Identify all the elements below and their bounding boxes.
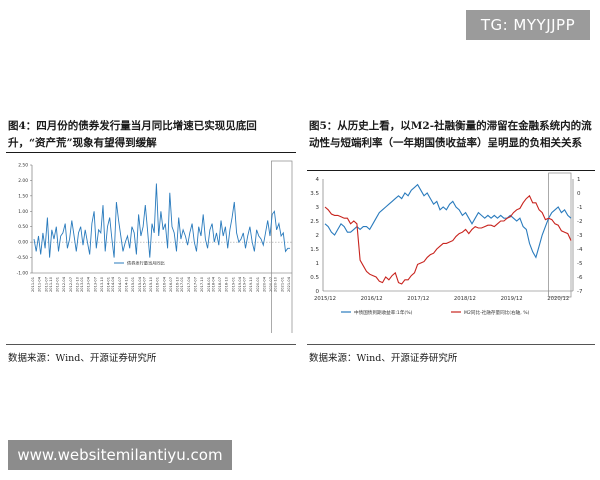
x-tick-label: 2020-01	[256, 277, 260, 292]
y-tick-label: 2.50	[18, 163, 28, 169]
x-tick-label: 2014-10	[124, 276, 128, 292]
x-tick-label: 2018-04	[211, 276, 215, 292]
series-line-bond-issuance	[33, 183, 290, 258]
figure-4-svg: 2.502.001.501.000.500.00-0.50-1.002011-0…	[17, 160, 293, 336]
figure-5-source: 数据来源：Wind、开源证券研究所	[309, 353, 458, 364]
legend-label: 债券发行量当月同比	[127, 260, 165, 267]
right-y-tick-label: -2	[577, 219, 582, 225]
left-y-tick-label: 4	[316, 177, 320, 183]
x-tick-label: 2018-01	[207, 277, 211, 292]
x-tick-label: 2017-07	[194, 277, 198, 292]
series-line-m2-minus-tsf	[324, 194, 572, 285]
left-y-tick-label: 3	[316, 205, 320, 211]
y-tick-label: 1.00	[18, 209, 28, 215]
x-tick-label: 2011-04	[38, 276, 42, 292]
right-y-tick-label: 1	[577, 177, 581, 183]
x-tick-label: 2017-10	[200, 276, 204, 292]
figure-4-top-rule	[6, 152, 296, 153]
highlight-box	[271, 160, 293, 336]
x-tick-label: 2018-07	[218, 277, 222, 292]
x-tick-label: 2011-01	[31, 277, 35, 292]
x-tick-label: 2020-10	[274, 276, 278, 292]
x-tick-label: 2021-04	[287, 276, 291, 292]
left-y-tick-label: 0.5	[310, 275, 319, 281]
x-tick-label: 2017/12	[407, 296, 429, 302]
x-tick-label: 2013-01	[80, 277, 84, 292]
x-tick-label: 2017-01	[180, 277, 184, 292]
x-tick-label: 2019/12	[501, 296, 523, 302]
x-tick-label: 2015-10	[149, 276, 153, 292]
y-tick-label: -1.00	[17, 271, 29, 277]
x-tick-label: 2012-10	[76, 276, 80, 292]
x-tick-label: 2015-01	[131, 277, 135, 292]
right-y-tick-label: -1	[577, 205, 582, 211]
x-tick-label: 2017-04	[187, 276, 191, 292]
x-tick-label: 2012-01	[55, 277, 59, 292]
x-tick-label: 2014-04	[111, 276, 115, 292]
figure-4-panel: 图4：四月份的债券发行量当月同比增速已实现见底回升，“资产荒”现象有望得到缓解 …	[6, 118, 296, 337]
x-tick-label: 2016/12	[361, 296, 383, 302]
x-tick-label: 2014-01	[107, 277, 111, 292]
x-tick-label: 2016-10	[176, 276, 180, 292]
y-tick-label: 1.50	[18, 193, 28, 199]
legend-label-m2-minus-tsf: M2同比-社融存量同比(右轴, %)	[464, 309, 530, 316]
x-tick-label: 2013-04	[87, 276, 91, 292]
x-tick-label: 2019-07	[242, 277, 246, 292]
figure-5-chart: 4 3.5 3 2.5 2 1.5 1 0.5 0 1 0 -1 -2 -3 -4 -5 -6 -7 2015/12…	[307, 171, 595, 340]
x-tick-label: 2020-04	[263, 276, 267, 292]
x-tick-label: 2019-04	[238, 276, 242, 292]
left-y-tick-label: 1	[316, 261, 320, 267]
y-tick-label: 0.50	[18, 224, 28, 230]
x-tick-label: 2011-10	[49, 276, 53, 292]
y-tick-label: 0.00	[18, 240, 28, 246]
y-tick-label: 2.00	[18, 178, 28, 184]
figure-5-top-rule	[307, 170, 595, 171]
x-tick-label: 2019-01	[231, 277, 235, 292]
legend-label-bond-yield: 中债国债到期收益率:1年(%)	[354, 309, 413, 316]
x-tick-label: 2021-01	[280, 277, 284, 292]
figure-5-title: 图5：从历史上看，以M2-社融衡量的滞留在金融系统内的流动性与短端利率（一年期国…	[309, 120, 592, 149]
x-tick-label: 2012-04	[62, 276, 66, 292]
figure-4-source: 数据来源：Wind、开源证券研究所	[8, 353, 157, 364]
x-tick-label: 2015/12	[314, 296, 336, 302]
x-tick-label: 2014-07	[118, 277, 122, 292]
right-y-tick-label: -4	[577, 247, 583, 253]
right-y-tick-label: -7	[577, 289, 583, 295]
x-tick-label: 2015-07	[142, 277, 146, 292]
right-y-tick-label: -5	[577, 261, 583, 267]
x-tick-label: 2015-04	[138, 276, 142, 292]
left-y-tick-label: 2	[316, 233, 320, 239]
figure-4-title: 图4：四月份的债券发行量当月同比增速已实现见底回升，“资产荒”现象有望得到缓解	[8, 120, 257, 149]
figure-4-bottom-rule	[6, 344, 296, 345]
series-line-bond-yield	[324, 183, 572, 259]
x-tick-label: 2013-07	[93, 277, 97, 292]
highlight-box	[548, 172, 572, 298]
figure-5-bottom-rule	[307, 344, 595, 345]
x-tick-label: 2016-07	[169, 277, 173, 292]
figure-5-svg: 4 3.5 3 2.5 2 1.5 1 0.5 0 1 0 -1 -2 -3 -4 -5 -6 -7 2015/12…	[310, 172, 583, 316]
left-y-tick-label: 0	[316, 289, 320, 295]
bottom-watermark-badge: www.websitemilantiyu.com	[8, 440, 232, 470]
left-y-tick-label: 3.5	[310, 191, 319, 197]
x-tick-label: 2018-10	[225, 276, 229, 292]
left-y-tick-label: 1.5	[310, 247, 319, 253]
x-tick-label: 2012-07	[69, 277, 73, 292]
x-tick-label: 2016-04	[162, 276, 166, 292]
figure-4-chart: 2.50 2.00 1.50 1.00 0.50 0.00 -0.50 -1.00 2011-0…	[6, 153, 296, 337]
x-tick-label: 2013-10	[100, 276, 104, 292]
right-y-tick-label: -6	[577, 275, 583, 281]
x-tick-label: 2020/12	[547, 296, 569, 302]
x-tick-label: 2016-01	[156, 277, 160, 292]
y-tick-label: -0.50	[17, 255, 29, 261]
right-y-tick-label: 0	[577, 191, 581, 197]
right-y-tick-label: -3	[577, 233, 583, 239]
x-tick-label: 2019-10	[249, 276, 253, 292]
figure-5-panel: 图5：从历史上看，以M2-社融衡量的滞留在金融系统内的流动性与短端利率（一年期国…	[307, 118, 595, 340]
x-tick-label: 2018/12	[454, 296, 476, 302]
x-tick-label: 2011-07	[44, 277, 48, 292]
top-watermark-badge: TG: MYYJJPP	[466, 10, 590, 40]
left-y-tick-label: 2.5	[310, 219, 319, 225]
